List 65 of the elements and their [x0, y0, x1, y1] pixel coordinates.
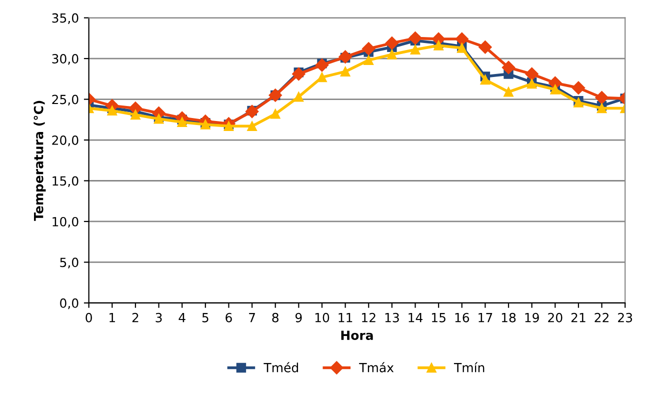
x-axis-title: Hora [341, 330, 373, 340]
point [596, 103, 607, 114]
x-tick-label: 2 [132, 312, 138, 322]
point [595, 91, 608, 104]
point [410, 44, 420, 54]
point [385, 36, 399, 50]
legend-label: Tméd [264, 362, 298, 372]
y-tick-label: 10,0 [52, 216, 78, 228]
x-tick-label: 20 [548, 312, 562, 322]
x-tick-label: 21 [571, 312, 586, 322]
x-tick-label: 14 [408, 313, 423, 322]
point [480, 74, 490, 85]
point [408, 32, 422, 45]
x-tick-label: 17 [478, 313, 492, 322]
y-tick-label: 0,0 [60, 298, 78, 310]
point [364, 55, 374, 66]
x-tick-label: 23 [618, 312, 632, 322]
x-tick-label: 22 [594, 312, 608, 322]
x-tick-label: 12 [362, 312, 376, 322]
point [315, 58, 329, 72]
x-tick-label: 3 [156, 312, 162, 322]
x-tick-label: 16 [455, 312, 470, 322]
point [245, 104, 259, 118]
point [294, 92, 304, 102]
x-tick-label: 1 [110, 313, 115, 322]
x-tick-label: 19 [525, 312, 539, 322]
x-tick-label: 18 [502, 312, 516, 322]
point [362, 42, 376, 56]
point [338, 50, 352, 64]
point [525, 67, 538, 81]
x-tick-label: 6 [226, 312, 232, 322]
legend-label: Tmáx [359, 362, 394, 372]
x-tick-label: 4 [178, 313, 186, 322]
x-tick-label: 11 [338, 313, 352, 322]
point [387, 50, 397, 60]
x-tick-label: 13 [385, 312, 399, 322]
point [317, 72, 327, 82]
x-tick-label: 9 [295, 312, 302, 322]
point [455, 32, 468, 46]
y-axis-title: Temperatura (°C) [34, 100, 46, 221]
x-tick-label: 0 [86, 312, 92, 322]
point [130, 110, 140, 120]
point [107, 106, 118, 116]
y-tick-label: 35,0 [52, 13, 78, 24]
legend-label: Tmín [454, 362, 484, 372]
y-tick-label: 5,0 [60, 258, 78, 268]
y-tick-label: 30,0 [52, 54, 78, 65]
point [572, 81, 586, 94]
point [292, 67, 306, 81]
x-tick-label: 10 [315, 312, 330, 322]
point [270, 109, 280, 119]
point [502, 60, 516, 74]
y-tick-label: 20,0 [52, 135, 78, 146]
point [177, 117, 187, 127]
x-tick-label: 15 [432, 313, 446, 322]
point [504, 87, 514, 97]
point [478, 40, 492, 54]
y-tick-label: 15,0 [52, 176, 78, 187]
x-tick-label: 5 [202, 313, 208, 322]
x-tick-label: 7 [249, 313, 255, 322]
y-tick-label: 25,0 [52, 94, 78, 106]
point [340, 66, 350, 76]
point [434, 40, 444, 50]
point [247, 121, 257, 132]
x-tick-label: 8 [272, 312, 278, 322]
